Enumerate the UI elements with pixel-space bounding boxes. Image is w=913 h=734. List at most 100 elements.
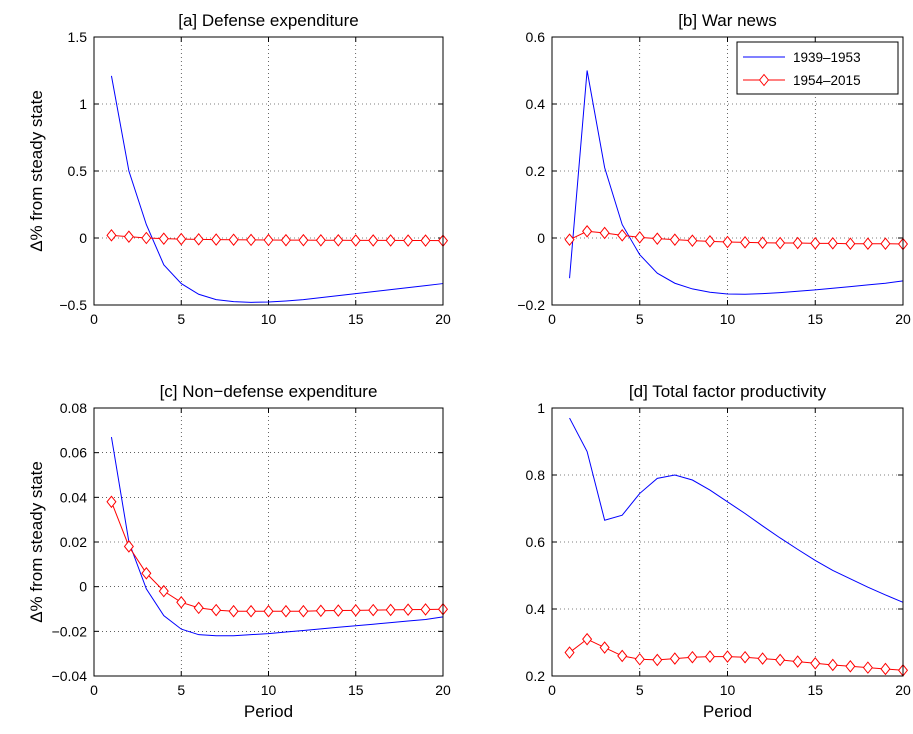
data-point-marker bbox=[141, 566, 152, 580]
y-tick-label: 0.04 bbox=[60, 489, 87, 505]
y-axis-label: Δ% from steady state bbox=[27, 90, 46, 252]
y-tick-label: 0.6 bbox=[526, 534, 546, 550]
y-tick-label: −0.02 bbox=[52, 623, 88, 639]
data-point-marker bbox=[845, 237, 856, 250]
data-point-marker bbox=[827, 237, 838, 250]
data-point-marker bbox=[385, 603, 396, 617]
x-tick-label: 10 bbox=[720, 682, 736, 698]
series-line-1939-1953 bbox=[569, 70, 904, 295]
data-point-marker bbox=[263, 233, 274, 247]
data-point-marker bbox=[564, 233, 575, 246]
data-point-marker bbox=[158, 584, 169, 598]
data-point-marker bbox=[582, 224, 593, 238]
data-point-marker bbox=[740, 236, 751, 249]
data-point-marker bbox=[333, 233, 344, 247]
data-point-marker bbox=[280, 604, 291, 618]
data-point-marker bbox=[211, 233, 222, 246]
data-point-marker bbox=[810, 237, 821, 250]
data-point-marker bbox=[880, 662, 891, 676]
data-point-marker bbox=[564, 646, 575, 659]
data-point-marker bbox=[669, 652, 680, 665]
data-point-marker bbox=[617, 229, 628, 242]
data-point-marker bbox=[350, 234, 361, 247]
y-axis-label: Δ% from steady state bbox=[27, 461, 46, 623]
data-point-marker bbox=[263, 604, 274, 618]
data-point-marker bbox=[193, 601, 204, 615]
data-point-marker bbox=[810, 656, 821, 670]
data-point-marker bbox=[385, 234, 396, 247]
data-point-marker bbox=[669, 233, 680, 246]
data-point-marker bbox=[228, 604, 239, 618]
x-tick-label: 10 bbox=[720, 311, 736, 327]
data-point-marker bbox=[280, 233, 291, 247]
y-tick-label: 0.4 bbox=[526, 601, 546, 617]
data-point-marker bbox=[141, 231, 152, 245]
data-point-marker bbox=[350, 604, 361, 617]
data-point-marker bbox=[368, 234, 379, 247]
series-line-1939-1953 bbox=[110, 436, 444, 637]
data-point-marker bbox=[228, 233, 239, 247]
chart-panel-c: 0 5 10 15 20 −0.04 −0.02 0 0.02 0.04 0.06 0.08 [c] N… bbox=[27, 382, 451, 721]
data-point-marker bbox=[599, 641, 610, 654]
data-point-marker bbox=[740, 650, 751, 664]
data-point-marker bbox=[368, 603, 379, 617]
x-tick-label: 10 bbox=[261, 682, 277, 698]
chart-panel-d: 0 5 10 15 20 0.2 0.4 0.6 0.8 1 [d] Total factor pr… bbox=[526, 382, 911, 721]
y-tick-label: 1 bbox=[79, 96, 87, 112]
y-tick-label: 1 bbox=[537, 400, 545, 416]
y-tick-label: 0.08 bbox=[60, 400, 87, 416]
data-point-marker bbox=[775, 653, 786, 667]
data-point-marker bbox=[880, 237, 891, 250]
y-tick-label: 0.6 bbox=[526, 29, 546, 45]
x-tick-label: 20 bbox=[435, 682, 451, 698]
data-point-marker bbox=[687, 650, 698, 664]
legend: 1939–1953 1954–2015 bbox=[736, 41, 899, 95]
data-point-marker bbox=[634, 231, 645, 244]
x-tick-label: 0 bbox=[90, 311, 98, 327]
data-point-marker bbox=[246, 233, 257, 247]
legend-label-1939-1953: 1939–1953 bbox=[793, 50, 861, 65]
y-tick-label: 1.5 bbox=[68, 29, 88, 45]
data-point-marker bbox=[634, 652, 645, 666]
data-point-marker bbox=[403, 603, 414, 616]
x-tick-label: 15 bbox=[348, 311, 364, 327]
y-tick-label: 0.5 bbox=[68, 163, 88, 179]
data-point-marker bbox=[652, 232, 663, 245]
data-point-marker bbox=[123, 540, 134, 553]
data-point-marker bbox=[704, 235, 715, 248]
data-point-marker bbox=[106, 495, 117, 509]
data-point-marker bbox=[757, 236, 768, 249]
x-tick-label: 5 bbox=[636, 682, 644, 698]
data-point-marker bbox=[123, 230, 134, 243]
data-point-marker bbox=[158, 232, 169, 245]
data-point-marker bbox=[757, 652, 768, 665]
data-point-marker bbox=[599, 226, 610, 240]
x-tick-label: 5 bbox=[177, 682, 185, 698]
data-point-marker bbox=[827, 658, 838, 672]
data-point-marker bbox=[792, 236, 803, 250]
data-point-marker bbox=[420, 234, 431, 247]
axes-box bbox=[93, 36, 444, 306]
x-tick-label: 15 bbox=[807, 682, 823, 698]
x-axis-label: Period bbox=[703, 702, 752, 721]
data-point-marker bbox=[652, 653, 663, 667]
y-tick-label: −0.04 bbox=[52, 668, 88, 684]
data-point-marker bbox=[722, 650, 733, 663]
data-point-marker bbox=[315, 604, 326, 618]
panel-title: [a] Defense expenditure bbox=[178, 11, 359, 30]
data-point-marker bbox=[211, 603, 222, 617]
y-tick-label: 0.06 bbox=[60, 445, 87, 461]
panel-title: [d] Total factor productivity bbox=[629, 382, 827, 401]
x-tick-label: 5 bbox=[636, 311, 644, 327]
x-tick-label: 20 bbox=[435, 311, 451, 327]
x-tick-label: 15 bbox=[348, 682, 364, 698]
y-tick-label: 0.02 bbox=[60, 534, 87, 550]
data-point-marker bbox=[333, 604, 344, 617]
legend-label-1954-2015: 1954–2015 bbox=[793, 73, 861, 88]
data-point-marker bbox=[193, 233, 204, 246]
chart-panel-b: 0 5 10 15 20−0.200.20.40.6[b] War news bbox=[517, 11, 911, 327]
x-tick-label: 10 bbox=[261, 311, 277, 327]
data-point-marker bbox=[862, 237, 873, 250]
data-point-marker bbox=[106, 229, 117, 242]
panel-title: [c] Non−defense expenditure bbox=[160, 382, 378, 401]
